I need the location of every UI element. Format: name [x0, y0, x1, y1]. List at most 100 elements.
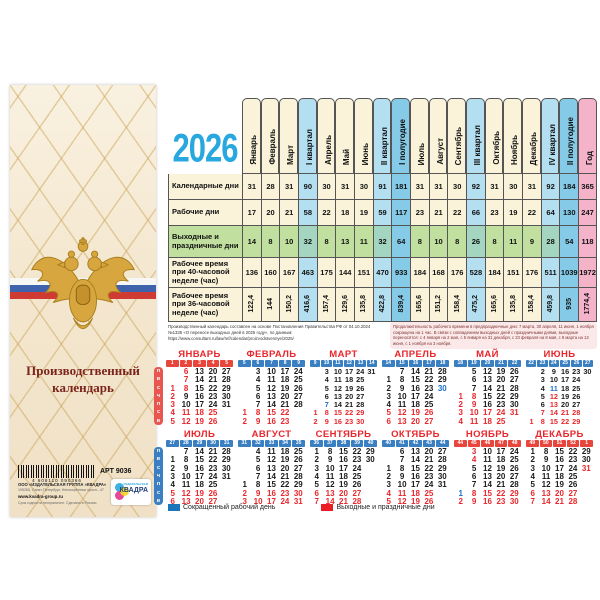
empty-day-cell [364, 465, 377, 473]
month-days-grid: 5 12 19 26 6 13 20 27 7 14 21 28 1 8 15 22 29 2 9 16 23 30 3 10… [454, 367, 521, 426]
summary-cell: 122,4 [242, 288, 261, 322]
coat-of-arms-icon [30, 237, 136, 330]
summary-cell: 463 [298, 258, 317, 288]
week-number-strip: 22 23 24 25 26 27 [526, 360, 593, 367]
summary-cell: 247 [578, 200, 597, 226]
day-cell: 3 [386, 391, 391, 401]
calendar-title-line2: календарь [52, 379, 114, 395]
legend-holidays-label: Выходные и праздничные дни [336, 504, 435, 511]
day-cell: 4 [170, 480, 175, 490]
day-cell: 23 [572, 367, 581, 376]
week-number-cell: 48 [508, 440, 521, 448]
day-cell: 28 [509, 383, 519, 393]
empty-day-cell [382, 448, 395, 456]
summary-col-header: II полугодие [559, 98, 579, 174]
day-cell: 6 [324, 391, 329, 401]
day-letter: в [156, 417, 161, 424]
day-letter: с [156, 409, 161, 416]
summary-cell: 90 [298, 174, 317, 200]
month-days-grid: 7 14 21 28 1 8 15 22 29 2 9 16 23 30 3 10 17 24 4 11 18 25 5 12… [382, 367, 449, 426]
day-cell: 23 [208, 463, 218, 473]
publisher-block: 4 606110 090366 АРТ 9036 ООО «ИЗДАТЕЛЬСК… [10, 465, 156, 511]
day-cell: 20 [561, 400, 570, 410]
summary-col-header-label: Октябрь [491, 131, 501, 165]
short-day-swatch-icon [168, 504, 180, 511]
barcode: 4 606110 090366 [18, 465, 96, 483]
day-cell: 17 [195, 471, 204, 481]
day-cell: 11 [483, 455, 492, 465]
month-name: МАРТ [329, 349, 358, 360]
day-cell: 11 [397, 400, 407, 410]
day-cell: 12 [483, 463, 492, 473]
day-cell: 27 [352, 488, 362, 498]
summary-cell-value: 135,8 [509, 294, 517, 313]
day-cell: 30 [365, 455, 375, 465]
day-cell: 27 [293, 463, 303, 473]
summary-cell: 129,6 [335, 288, 355, 322]
week-number-strip: 31 32 33 34 35 [238, 440, 305, 448]
week-number-cell: 8 [278, 360, 292, 367]
day-cell: 19 [280, 455, 290, 465]
day-cell: 9 [255, 488, 261, 498]
day-cell: 25 [572, 383, 581, 393]
day-cell: 29 [509, 488, 519, 498]
summary-cell: 176 [522, 258, 541, 288]
day-cell: 5 [170, 416, 175, 426]
summary-row: Рабочее время при 40-часовой неделе (час… [168, 258, 597, 288]
empty-day-cell [166, 368, 179, 376]
summary-cell: 32 [298, 226, 317, 258]
summary-cell: 135,8 [354, 288, 373, 322]
summary-cell: 175 [316, 258, 336, 288]
day-cell: 14 [411, 455, 420, 465]
summary-cell: 130 [559, 200, 579, 226]
day-cell: 22 [568, 447, 578, 457]
day-cell: 8 [255, 408, 261, 418]
day-cell: 6 [471, 471, 477, 481]
day-cell: 16 [555, 455, 564, 465]
calendar-half-row: п в с ч п с в ИЮЛЬ 27 28 29 30 31 7 14 21 28 1 8 15 22 29 2 9 16… [154, 429, 597, 506]
summary-cell: 22 [522, 200, 541, 226]
day-cell: 28 [293, 471, 303, 481]
empty-day-cell [526, 376, 537, 384]
publisher-address: 195265, Санкт-Петербург, Непокорённых пр… [18, 488, 104, 492]
summary-cell: 92 [540, 174, 560, 200]
summary-cell: 10 [279, 226, 299, 258]
empty-day-cell [582, 385, 593, 393]
day-cell: 29 [437, 463, 447, 473]
summary-cell: 26 [466, 226, 485, 258]
day-cell: 21 [345, 400, 354, 410]
day-cell: 13 [267, 391, 276, 401]
day-cell: 9 [183, 463, 189, 473]
day-cell: 6 [314, 488, 319, 498]
legend-holidays: Выходные и праздничные дни [321, 504, 435, 511]
month-days-grid: 1 8 15 22 29 2 9 16 23 30 3 10 17 24 31 4 11 18 25 5 12 19 26 6… [526, 447, 593, 506]
day-cell: 3 [458, 408, 463, 418]
publisher-lines: ООО «ИЗДАТЕЛЬСКАЯ ГРУППА «КВАДРА» 195265… [18, 482, 110, 505]
empty-day-cell [526, 368, 537, 376]
week-number-cell: 5 [220, 360, 233, 367]
day-cell: 28 [221, 447, 231, 457]
week-number-cell: 47 [494, 440, 508, 448]
day-cell: 27 [437, 447, 447, 457]
month-block: ИЮЛЬ 27 28 29 30 31 7 14 21 28 1 8 15 22 29 2 9 16 23 30 3 10… [164, 429, 235, 506]
day-cell: 9 [551, 367, 556, 376]
day-cell: 15 [555, 447, 564, 457]
day-cell: 29 [509, 391, 519, 401]
day-cell: 15 [411, 463, 420, 473]
summary-cell: 13 [335, 226, 355, 258]
day-cell: 23 [496, 496, 506, 506]
day-cell: 24 [293, 367, 303, 376]
day-cell: 10 [483, 447, 492, 457]
day-cell: 18 [561, 383, 570, 393]
month-name: ЯНВАРЬ [178, 349, 221, 360]
summary-col-header: Январь [242, 98, 261, 174]
day-cell: 27 [293, 391, 303, 401]
empty-day-cell [292, 409, 305, 417]
day-cell: 21 [424, 455, 434, 465]
summary-cell-value: 158,4 [453, 294, 461, 313]
week-number-cell: 22 [508, 360, 521, 367]
day-cell: 13 [267, 463, 276, 473]
day-cell: 26 [293, 383, 303, 393]
